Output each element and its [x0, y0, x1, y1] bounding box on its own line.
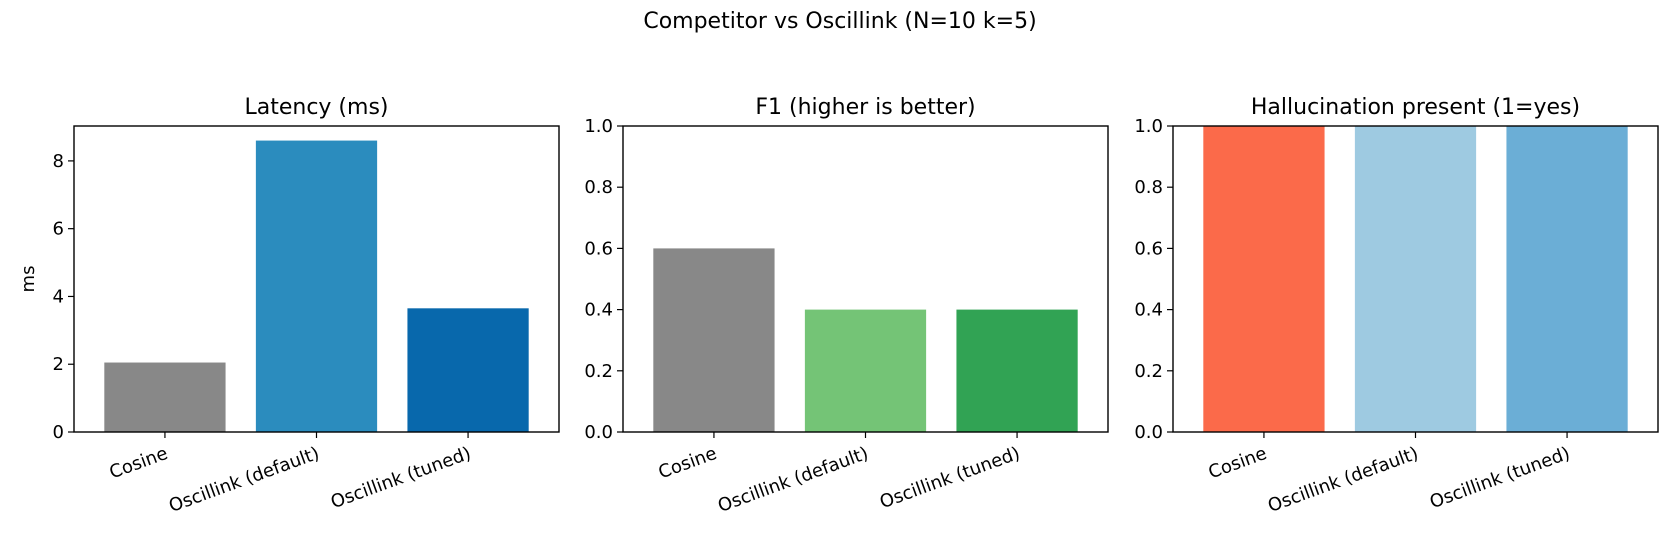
y-tick-label: 0.8 — [1134, 177, 1163, 198]
bar-2 — [255, 140, 378, 433]
y-tick-label: 0.0 — [1134, 422, 1163, 443]
y-tick-label: 0.6 — [1134, 238, 1163, 259]
figure-title: Competitor vs Oscillink (N=10 k=5) — [643, 9, 1036, 34]
bar-1 — [1203, 126, 1325, 432]
x-tick-label: Oscillink (tuned) — [328, 443, 474, 513]
x-tick-label: Oscillink (default) — [166, 443, 322, 517]
y-tick-label: 0.2 — [1134, 361, 1163, 382]
y-tick-label: 0.6 — [584, 238, 613, 259]
x-tick-label: Oscillink (tuned) — [1427, 443, 1573, 513]
x-tick-label: Oscillink (default) — [1265, 443, 1421, 517]
y-tick-label: 1.0 — [1134, 116, 1163, 137]
panel-title: F1 (higher is better) — [755, 95, 975, 120]
y-tick-label: 0.4 — [584, 300, 613, 321]
bar-3 — [956, 309, 1078, 432]
y-tick-label: 0.0 — [584, 422, 613, 443]
y-tick-label: 4 — [53, 286, 64, 307]
x-tick-label: Cosine — [1206, 443, 1270, 483]
y-tick-label: 0.4 — [1134, 300, 1163, 321]
x-tick-label: Oscillink (default) — [715, 443, 871, 517]
y-tick-label: 2 — [53, 354, 64, 375]
bar-1 — [653, 248, 775, 432]
y-axis-label: ms — [18, 266, 39, 293]
x-tick-label: Oscillink (tuned) — [877, 443, 1023, 513]
x-tick-label: Cosine — [656, 443, 720, 483]
y-tick-label: 0 — [53, 422, 64, 443]
bar-2 — [1354, 126, 1477, 432]
panel-title: Latency (ms) — [244, 95, 388, 120]
y-tick-label: 1.0 — [584, 116, 613, 137]
bar-3 — [407, 308, 529, 432]
y-tick-label: 0.2 — [584, 361, 613, 382]
y-tick-label: 6 — [53, 219, 64, 240]
x-tick-label: Cosine — [107, 443, 171, 483]
panel-title: Hallucination present (1=yes) — [1251, 95, 1580, 120]
bar-2 — [804, 309, 927, 432]
y-tick-label: 0.8 — [584, 177, 613, 198]
bar-3 — [1506, 126, 1628, 432]
y-tick-label: 8 — [53, 151, 64, 172]
bar-1 — [104, 362, 226, 432]
